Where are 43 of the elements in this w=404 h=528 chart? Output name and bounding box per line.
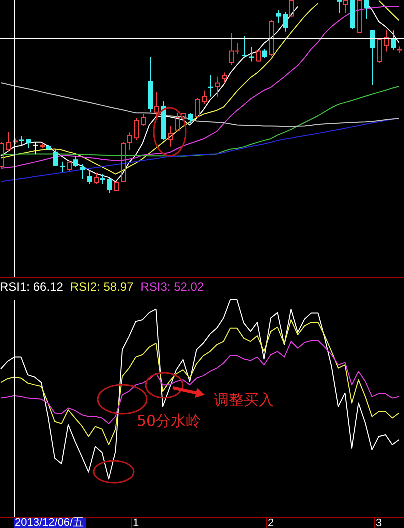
candlestick [154, 92, 159, 118]
candlestick [87, 170, 92, 186]
candlestick [222, 72, 227, 84]
candlestick [107, 178, 112, 194]
candlestick [60, 161, 65, 172]
candlestick [73, 156, 78, 168]
candlestick [121, 142, 126, 182]
candlestick [343, 0, 348, 14]
candlestick [6, 132, 11, 152]
candlestick [26, 138, 31, 149]
candlestick [94, 172, 99, 186]
text: RSI1: 66.12 [0, 280, 64, 294]
x-tick-label: 3 [376, 518, 382, 528]
candlestick [283, 11, 288, 32]
candlestick [53, 148, 58, 167]
x-tick-label: 1 [132, 518, 140, 528]
candlestick [134, 118, 139, 141]
candlestick [168, 126, 173, 148]
text: RSI2: 58.97 [70, 280, 134, 294]
candlestick [114, 180, 119, 192]
candlestick [67, 160, 72, 172]
candlestick [249, 46, 254, 62]
candlestick [384, 30, 389, 52]
candlestick [370, 30, 375, 86]
annotation: 50分水岭 [137, 412, 202, 430]
candlestick [100, 174, 105, 186]
candlestick [202, 90, 207, 105]
candlestick [0, 142, 4, 169]
candlestick [269, 20, 274, 57]
candlestick [80, 164, 85, 180]
x-tick-label: 2 [268, 518, 274, 528]
candlestick [215, 76, 220, 98]
candlestick [188, 112, 193, 124]
text: RSI3: 52.02 [140, 280, 204, 294]
annotation: 2013/12/06/五 [14, 517, 86, 528]
candlestick [195, 98, 200, 118]
annotation: 调整买入 [214, 391, 274, 409]
candlestick [337, 0, 342, 14]
candlestick [391, 30, 396, 50]
candlestick [33, 142, 38, 155]
candlestick [276, 10, 281, 24]
candlestick [127, 132, 132, 151]
candlestick [364, 0, 369, 20]
